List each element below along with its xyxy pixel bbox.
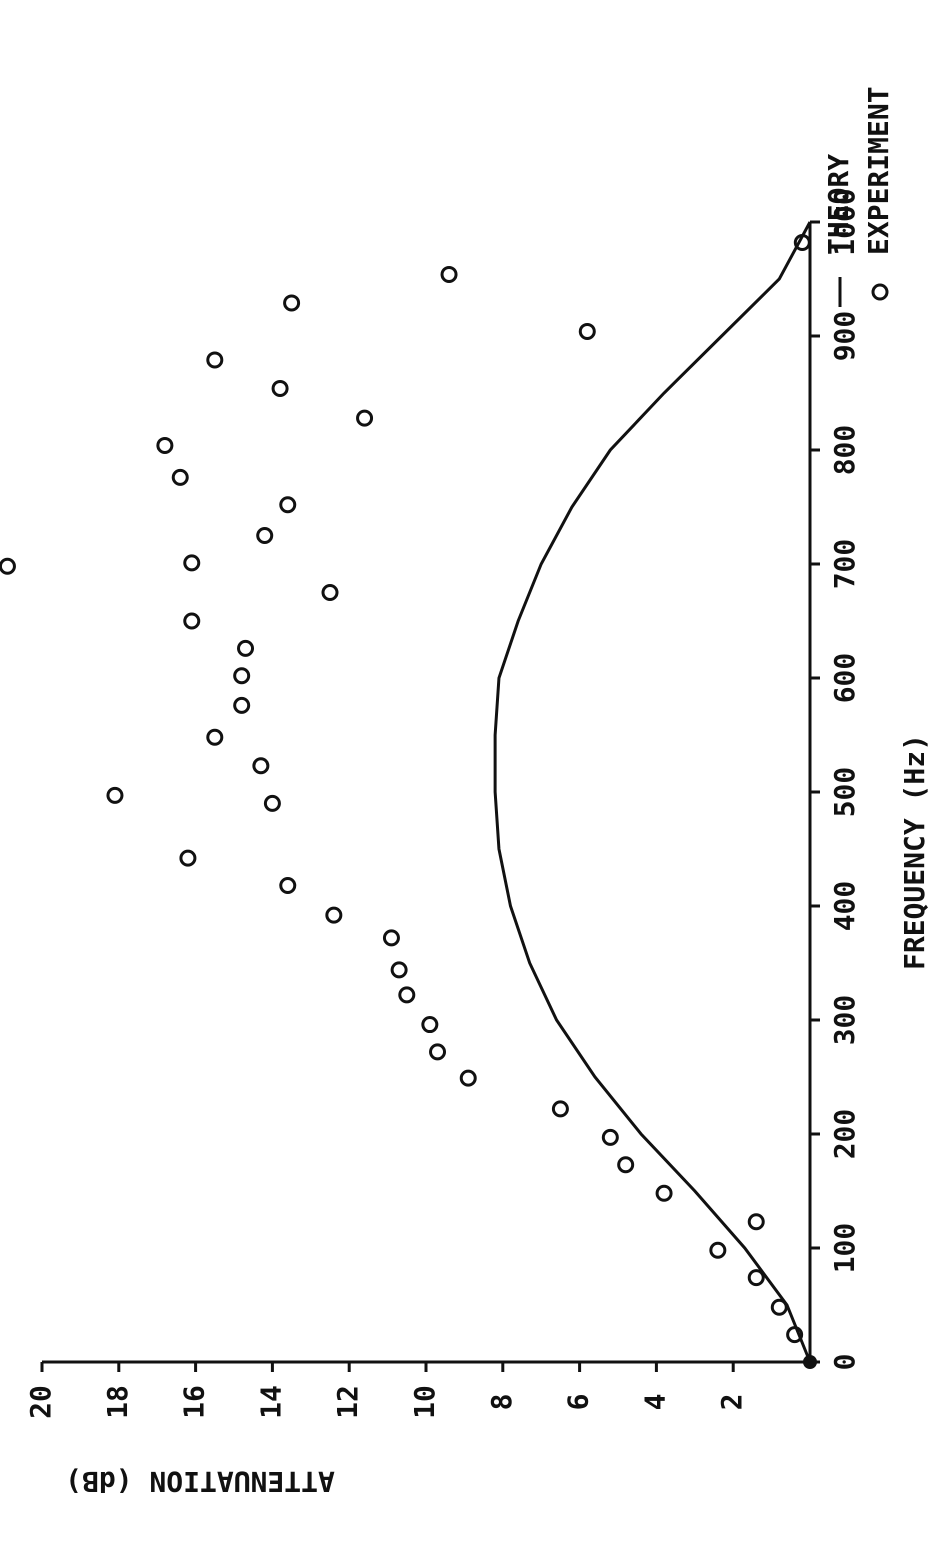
x-tick-label: 200 — [828, 1109, 861, 1160]
x-axis-title: FREQUENCY (Hz) — [898, 734, 931, 970]
data-point — [283, 294, 301, 312]
data-point — [747, 1213, 765, 1231]
data-point — [382, 929, 400, 947]
data-point — [256, 527, 274, 544]
x-tick-label: 100 — [828, 1223, 861, 1274]
data-point — [252, 757, 270, 775]
y-tick-label: 8 — [485, 1394, 518, 1411]
data-point — [279, 496, 297, 514]
data-point — [421, 1016, 439, 1034]
data-point — [709, 1241, 727, 1259]
data-point — [271, 379, 289, 397]
data-point — [655, 1184, 673, 1202]
y-tick-label: 16 — [178, 1385, 211, 1419]
y-tick-label: 6 — [562, 1394, 595, 1411]
y-tick-label: 10 — [408, 1385, 441, 1419]
data-point — [578, 322, 596, 340]
data-point — [617, 1156, 635, 1174]
y-tick-label: 2 — [715, 1394, 748, 1411]
x-tick-label: 700 — [828, 539, 861, 590]
data-point — [233, 667, 251, 685]
x-tick-label: 800 — [828, 425, 861, 476]
y-axis-title: ATTENUATION (dB) — [65, 1465, 335, 1498]
data-point — [459, 1069, 477, 1087]
x-tick-label: 0 — [828, 1354, 861, 1371]
data-point — [551, 1100, 569, 1118]
data-point — [440, 265, 458, 283]
data-point — [279, 876, 297, 894]
x-tick-label: 900 — [828, 311, 861, 362]
y-tick-label: 20 — [24, 1385, 57, 1419]
data-point — [390, 961, 408, 979]
data-point — [206, 351, 224, 369]
legend-label: THEORY — [822, 154, 855, 255]
x-tick-label: 500 — [828, 767, 861, 818]
data-point — [601, 1128, 619, 1146]
x-tick-label: 1000 — [828, 188, 861, 255]
y-tick-label: 4 — [638, 1394, 671, 1411]
data-point — [325, 906, 343, 924]
legend-marker — [871, 283, 889, 301]
x-tick-label: 600 — [828, 653, 861, 704]
y-tick-label: 14 — [254, 1385, 287, 1419]
y-tick-label: 18 — [101, 1385, 134, 1419]
data-point — [356, 409, 374, 427]
theory-line — [493, 221, 812, 1363]
x-tick-label: 300 — [828, 995, 861, 1046]
y-tick-label: 12 — [331, 1385, 364, 1419]
data-point — [321, 584, 339, 601]
data-point — [233, 696, 251, 714]
data-point — [398, 986, 416, 1004]
data-point — [106, 786, 124, 804]
rotated-plot: 0 100 200 300 400 500 600 700 800 900 1000 2 4 6 8 10 12… — [0, 86, 931, 1498]
data-point — [0, 557, 16, 575]
x-tick-label: 400 — [828, 881, 861, 932]
data-point — [263, 794, 281, 812]
data-point — [183, 554, 201, 572]
data-point — [171, 468, 189, 486]
legend-label: EXPERIMENT — [862, 86, 895, 255]
data-point — [156, 436, 174, 454]
data-point — [206, 728, 224, 746]
data-point — [747, 1269, 765, 1287]
data-point — [237, 639, 255, 657]
data-point — [179, 849, 197, 867]
data-point — [183, 612, 201, 630]
data-point — [429, 1043, 447, 1061]
